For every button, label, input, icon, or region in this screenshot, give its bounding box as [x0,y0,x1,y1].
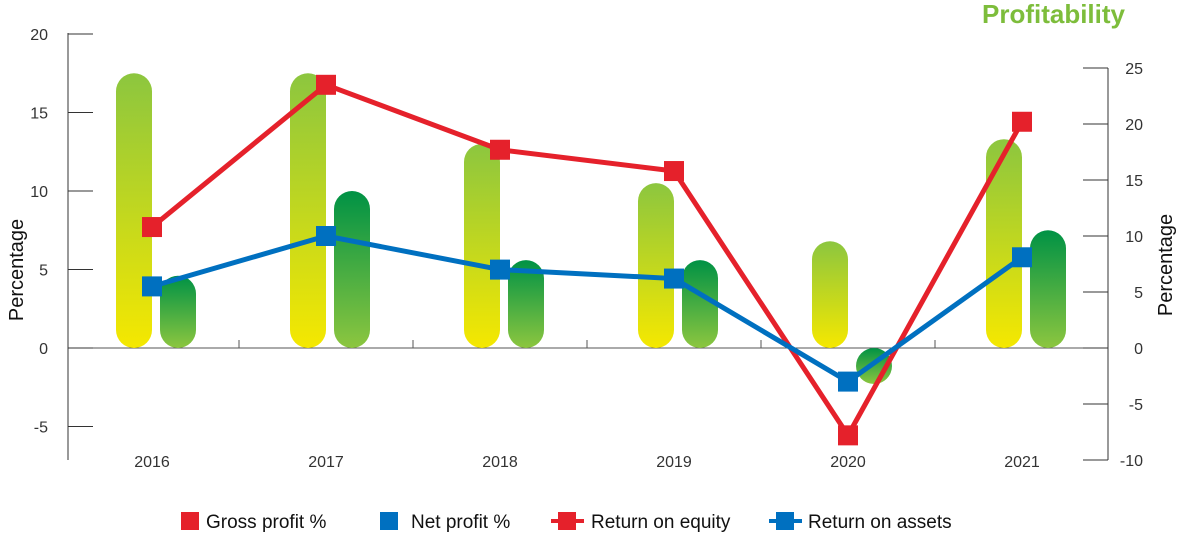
bars-layer [116,73,1066,384]
return-on-assets-line [151,233,1024,385]
return-on-equity-marker [316,74,336,95]
gross-profit-bar [812,241,848,348]
legend-label-return-on-equity: Return on equity [591,512,731,533]
x-tick-label: 2019 [656,454,692,471]
legend-item-gross-profit: Gross profit % [181,512,326,533]
right-axis-label: Percentage [1155,214,1177,316]
right-tick-label: 15 [1125,173,1143,190]
left-axis-label: Percentage [6,219,28,321]
net-profit-bar [334,191,370,348]
return-on-equity-marker [142,217,162,238]
net-profit-bar [682,260,718,348]
left-tick-label: 10 [30,184,48,201]
left-tick-label: 20 [30,27,48,44]
x-tick-label: 2021 [1004,454,1040,471]
right-tick-label: 20 [1125,117,1143,134]
x-tick-label: 2020 [830,454,866,471]
right-tick-label: 10 [1125,229,1143,246]
return-on-equity-marker [838,425,858,446]
x-tick-label: 2018 [482,454,518,471]
return-on-equity-marker [664,161,684,182]
return-on-assets-marker [316,226,336,246]
left-tick-label: 5 [39,263,48,280]
return-on-assets-marker [142,276,162,297]
left-axis-ticks: -5 0 5 10 15 20 [30,27,93,437]
return-on-equity-marker [490,139,510,160]
net-profit-bar [1030,230,1066,348]
x-axis-ticks: 2016 2017 2018 2019 2020 2021 [134,340,1040,471]
return-on-assets-marker [664,268,684,289]
right-tick-label: -10 [1120,453,1143,470]
chart-title: Profitability [982,0,1126,29]
legend-item-net-profit: Net profit % [380,512,510,533]
right-tick-label: 25 [1125,61,1143,78]
legend-swatch-gross-profit [181,512,199,530]
legend-label-net-profit: Net profit % [411,512,510,533]
legend-item-return-on-assets: Return on assets [769,512,952,533]
legend-marker-return-on-equity [558,512,576,530]
gross-profit-bar [638,183,674,348]
return-on-equity-line [150,82,1025,438]
gross-profit-bar [290,73,326,348]
right-tick-label: -5 [1129,397,1143,414]
net-profit-bar [160,275,196,348]
x-tick-label: 2017 [308,454,344,471]
gross-profit-bar [464,143,500,348]
right-tick-label: 0 [1134,341,1143,358]
net-profit-bar [508,260,544,348]
right-tick-label: 5 [1134,285,1143,302]
left-tick-label: 0 [39,341,48,358]
legend-marker-return-on-assets [776,512,794,530]
right-axis-ticks: -10 -5 0 5 10 15 20 25 [1083,61,1143,470]
lines-layer [142,74,1032,446]
legend: Gross profit % Net profit % Return on eq… [181,512,952,533]
legend-item-return-on-equity: Return on equity [551,512,731,533]
return-on-assets-marker [490,259,510,280]
return-on-equity-marker [1012,111,1032,132]
left-tick-label: 15 [30,106,48,123]
legend-label-return-on-assets: Return on assets [808,512,952,533]
x-tick-label: 2016 [134,454,170,471]
return-on-assets-marker [1012,247,1032,268]
gross-profit-bar [986,139,1022,348]
legend-label-gross-profit: Gross profit % [206,512,326,533]
left-tick-label: -5 [34,420,48,437]
return-on-assets-marker [838,371,858,392]
legend-swatch-net-profit [380,512,398,530]
gross-profit-bar [116,73,152,348]
